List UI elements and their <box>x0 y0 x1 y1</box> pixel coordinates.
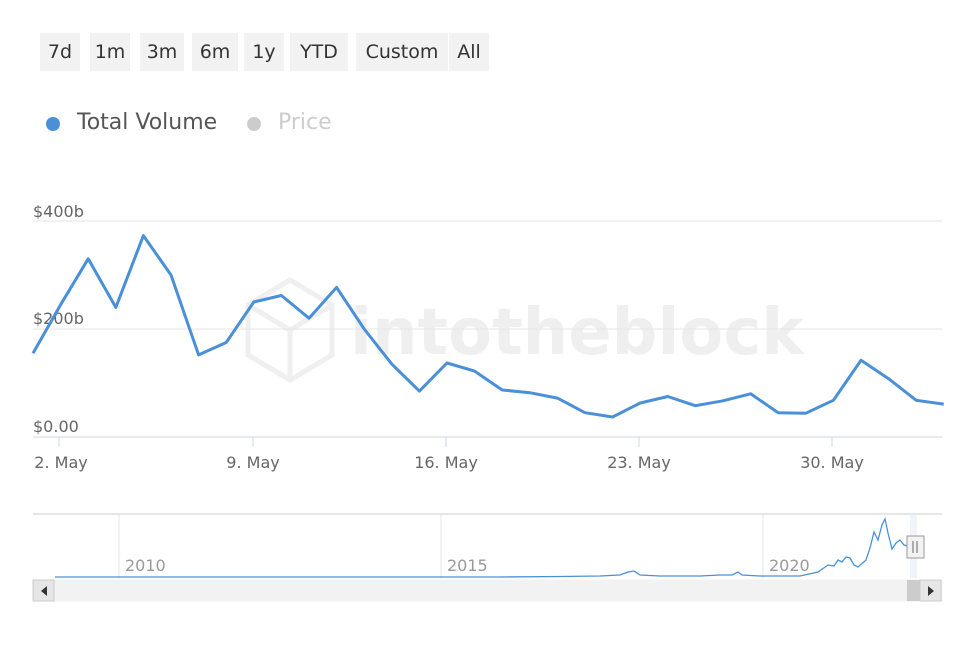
x-tick-label-2: 9. May <box>226 453 279 472</box>
range-button-1m[interactable]: 1m <box>90 33 130 71</box>
range-button-ytd[interactable]: YTD <box>290 33 348 71</box>
y-tick-label-200b: $200b <box>33 309 84 328</box>
range-button-7d[interactable]: 7d <box>40 33 80 71</box>
data-point[interactable] <box>141 234 145 238</box>
data-point[interactable] <box>693 404 697 408</box>
data-point[interactable] <box>914 398 918 402</box>
data-point[interactable] <box>197 353 201 357</box>
data-point[interactable] <box>666 395 670 399</box>
data-point[interactable] <box>445 361 449 365</box>
data-point[interactable] <box>583 411 587 415</box>
total-volume-series-line <box>31 234 945 419</box>
data-point[interactable] <box>831 398 835 402</box>
data-point[interactable] <box>749 392 753 396</box>
data-point[interactable] <box>804 411 808 415</box>
range-button-1y[interactable]: 1y <box>244 33 284 71</box>
data-point[interactable] <box>169 273 173 277</box>
watermark-logo-icon <box>245 277 335 383</box>
legend-item-total-volume[interactable]: Total Volume <box>44 107 234 139</box>
range-button-all[interactable]: All <box>449 33 489 71</box>
range-button-6m[interactable]: 6m <box>192 33 238 71</box>
data-point[interactable] <box>528 391 532 395</box>
range-button-custom[interactable]: Custom <box>356 33 448 71</box>
data-point[interactable] <box>279 294 283 298</box>
data-point[interactable] <box>31 351 35 355</box>
data-point[interactable] <box>611 415 615 419</box>
navigator: 2010 2015 2020 <box>32 513 943 602</box>
data-point[interactable] <box>114 305 118 309</box>
legend-item-price[interactable]: Price <box>244 107 344 139</box>
data-point[interactable] <box>473 369 477 373</box>
x-tick-label-5: 30. May <box>800 453 864 472</box>
x-tick-label-4: 23. May <box>607 453 671 472</box>
navigator-series-line <box>55 517 915 578</box>
data-point[interactable] <box>721 399 725 403</box>
scroll-left-arrow-icon <box>41 586 47 596</box>
data-point[interactable] <box>859 358 863 362</box>
scrollbar-thumb[interactable] <box>907 580 920 601</box>
scrollbar-track[interactable] <box>32 579 943 602</box>
navigator-handle[interactable] <box>906 535 925 559</box>
range-button-3m[interactable]: 3m <box>140 33 184 71</box>
data-point[interactable] <box>500 388 504 392</box>
price-dot-icon <box>247 117 261 131</box>
data-point[interactable] <box>362 327 366 331</box>
scroll-right-arrow-icon <box>928 586 934 596</box>
total-volume-dot-icon <box>46 117 60 131</box>
x-tick-label-3: 16. May <box>414 453 478 472</box>
watermark-text: intotheblock <box>350 296 805 370</box>
data-point[interactable] <box>335 285 339 289</box>
data-point[interactable] <box>887 377 891 381</box>
data-point[interactable] <box>252 300 256 304</box>
legend-label-price: Price <box>278 110 332 135</box>
navigator-year-label-2010: 2010 <box>125 556 166 575</box>
data-point[interactable] <box>59 303 63 307</box>
navigator-year-label-2020: 2020 <box>769 556 810 575</box>
y-tick-label-0: $0.00 <box>33 417 79 436</box>
x-tick-label-1: 2. May <box>34 453 87 472</box>
data-point[interactable] <box>638 401 642 405</box>
navigator-year-label-2015: 2015 <box>447 556 488 575</box>
data-point[interactable] <box>942 402 946 406</box>
data-point[interactable] <box>776 411 780 415</box>
data-point[interactable] <box>307 316 311 320</box>
watermark: intotheblock <box>245 277 805 383</box>
watermark-logo-inner-icon <box>246 302 334 333</box>
data-point[interactable] <box>390 362 394 366</box>
data-point[interactable] <box>555 396 559 400</box>
data-point[interactable] <box>224 341 228 345</box>
data-point[interactable] <box>86 257 90 261</box>
data-point[interactable] <box>417 389 421 393</box>
y-tick-label-400b: $400b <box>33 202 84 221</box>
legend-label-total-volume: Total Volume <box>77 110 218 135</box>
